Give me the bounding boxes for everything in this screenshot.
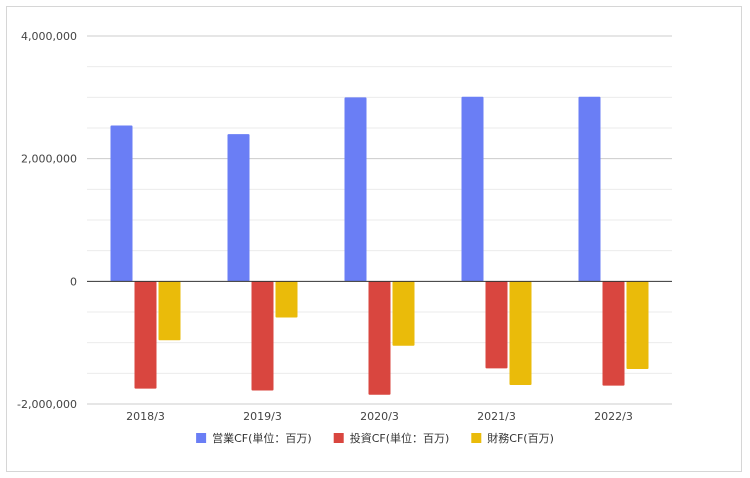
bar-1-2021-3 (461, 96, 484, 282)
legend-item: 営業CF(単位：百万) (196, 431, 312, 445)
legend-label: 財務CF(百万) (487, 431, 554, 445)
bar-3-2020-3 (392, 281, 415, 346)
y-tick-label: -2,000,000 (17, 398, 77, 411)
x-tick-label: 2019/3 (243, 410, 282, 423)
legend: 営業CF(単位：百万) 投資CF(単位：百万) 財務CF(百万) (196, 431, 554, 445)
legend-label: 投資CF(単位：百万) (350, 431, 450, 445)
bar-3-2018-3 (158, 281, 181, 341)
bar-2-2020-3 (368, 281, 391, 395)
x-tick-label: 2022/3 (594, 410, 633, 423)
legend-swatch (471, 433, 482, 443)
x-tick-label: 2018/3 (126, 410, 165, 423)
bar-1-2018-3 (110, 125, 133, 282)
bar-2-2019-3 (251, 281, 274, 391)
legend-swatch (196, 433, 207, 443)
x-tick-label: 2021/3 (477, 410, 516, 423)
x-axis-tick-labels: 2018/3 2019/3 2020/3 2021/3 2022/3 (126, 410, 633, 423)
legend-label: 営業CF(単位：百万) (212, 431, 312, 445)
y-tick-label: 4,000,000 (21, 30, 77, 43)
x-tick-label: 2020/3 (360, 410, 399, 423)
bar-2-2018-3 (134, 281, 157, 389)
y-axis-tick-labels: -2,000,000 0 2,000,000 4,000,000 (17, 30, 77, 411)
bar-2-2022-3 (602, 281, 625, 386)
y-tick-label: 0 (70, 275, 77, 288)
y-tick-label: 2,000,000 (21, 153, 77, 166)
legend-item: 投資CF(単位：百万) (333, 431, 450, 445)
legend-swatch (333, 433, 344, 443)
bar-3-2021-3 (509, 281, 532, 385)
bar-3-2022-3 (626, 281, 649, 370)
bar-2-2021-3 (485, 281, 508, 369)
bar-1-2019-3 (227, 134, 250, 282)
legend-item: 財務CF(百万) (471, 431, 554, 445)
bar-1-2022-3 (578, 96, 601, 282)
bars (87, 96, 672, 395)
bar-3-2019-3 (275, 281, 298, 318)
bar-1-2020-3 (344, 97, 367, 282)
gridlines (87, 35, 672, 405)
